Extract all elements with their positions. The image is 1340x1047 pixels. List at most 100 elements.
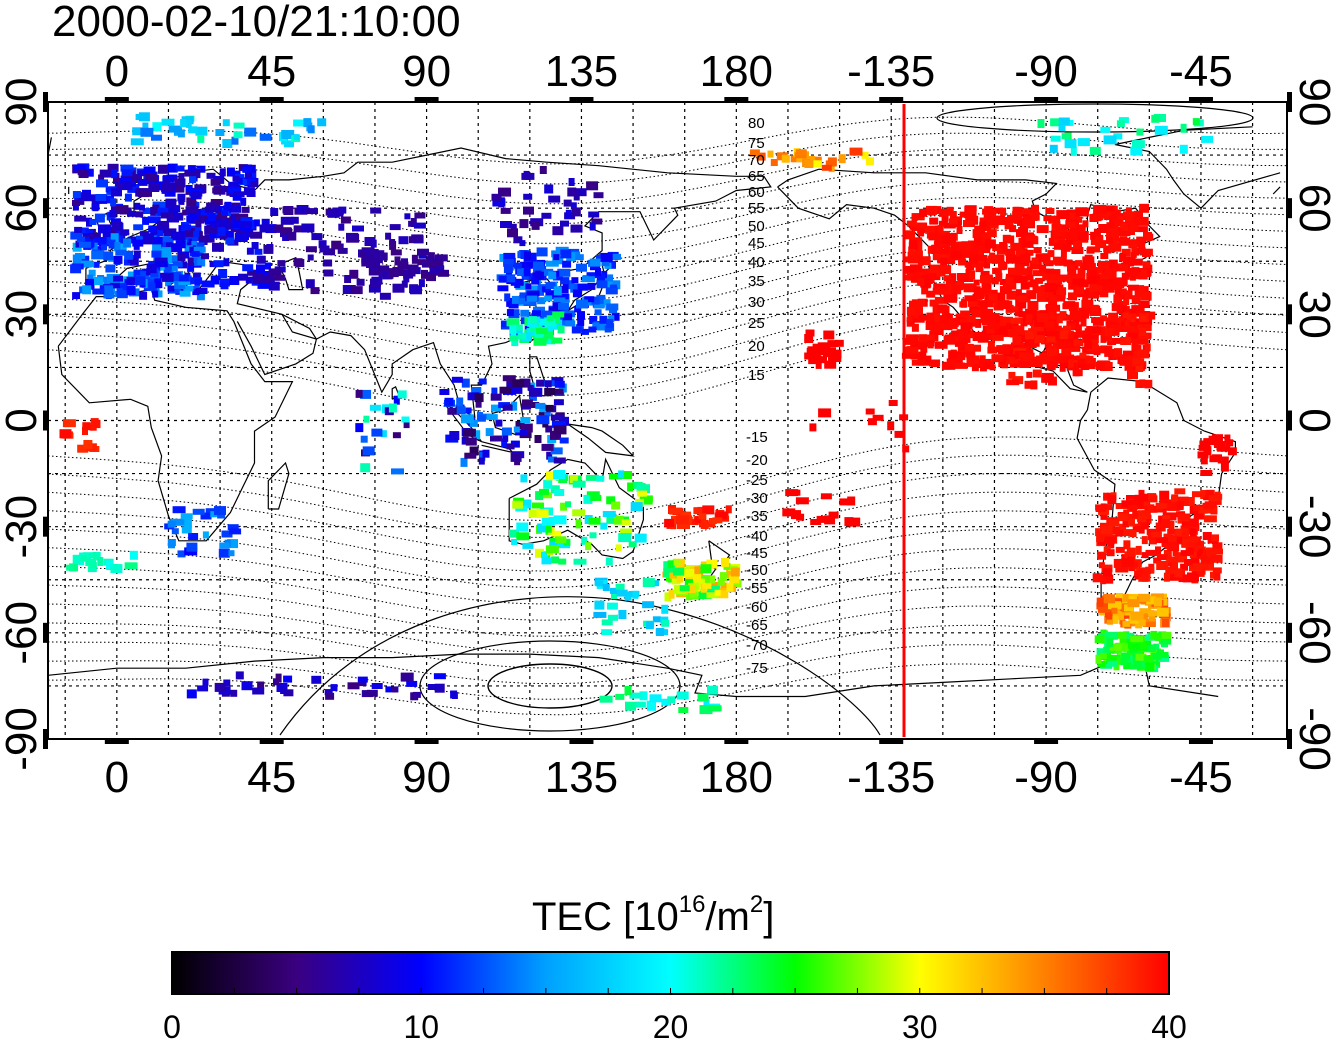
tec-cell <box>1131 305 1141 312</box>
tec-cell <box>693 574 702 582</box>
tec-cell <box>668 589 675 599</box>
tec-cell <box>433 673 446 680</box>
tec-cell <box>460 457 468 467</box>
tec-cell <box>1104 348 1117 357</box>
tec-cell <box>1153 643 1160 650</box>
tec-cell <box>1165 560 1172 567</box>
tec-cell <box>937 304 948 314</box>
tec-cell <box>677 523 690 529</box>
tec-cell <box>1064 139 1077 149</box>
tec-cell <box>601 629 613 636</box>
tec-cell <box>1106 617 1113 625</box>
tec-cell <box>1185 542 1199 552</box>
tec-cell <box>1046 347 1057 356</box>
tec-cell <box>214 506 226 516</box>
tec-cell <box>133 250 141 259</box>
tec-cell <box>280 216 294 225</box>
tec-cell <box>102 195 114 204</box>
tec-cell <box>977 258 989 268</box>
tec-cell <box>210 178 221 186</box>
tec-cell <box>413 222 426 229</box>
tec-cell <box>1088 292 1099 299</box>
tec-cell <box>1140 315 1147 322</box>
tec-cell <box>709 582 721 588</box>
tec-cell <box>1071 247 1084 254</box>
tec-cell <box>982 300 994 308</box>
tec-cell <box>1097 551 1107 560</box>
tec-cell <box>121 169 133 177</box>
tec-cell <box>1116 593 1123 602</box>
tec-cell <box>1010 306 1019 313</box>
tec-cell <box>1048 311 1055 320</box>
tec-cell <box>1134 570 1144 577</box>
tec-cell <box>1112 227 1126 236</box>
tec-cell <box>1126 258 1134 267</box>
tec-cell <box>325 692 335 700</box>
tec-cell <box>195 219 202 228</box>
tec-cell <box>1128 504 1138 512</box>
tec-cell <box>1120 337 1132 345</box>
frame-tick <box>1034 97 1059 102</box>
tec-cell <box>563 538 571 546</box>
tec-cell <box>539 488 549 495</box>
tec-cell <box>245 276 257 284</box>
tec-cell <box>1138 301 1150 308</box>
tec-cell <box>1190 554 1200 564</box>
tec-cell <box>1032 369 1042 378</box>
tec-cell <box>592 322 600 329</box>
tec-cell <box>498 187 511 197</box>
tec-cell <box>1129 215 1137 224</box>
tec-cell <box>81 255 90 262</box>
tec-cell <box>218 269 228 278</box>
tec-cell <box>606 602 618 610</box>
tec-cell <box>811 353 819 360</box>
tec-cell <box>597 323 609 331</box>
tec-cell <box>1123 299 1130 305</box>
tec-cell <box>560 220 569 227</box>
tec-cell <box>1189 518 1199 528</box>
tec-cell <box>1122 326 1136 332</box>
tec-cell <box>338 223 345 231</box>
tec-cell <box>1000 316 1013 326</box>
tec-cell <box>553 515 567 525</box>
tec-cell <box>1079 352 1087 359</box>
tec-cell <box>1102 568 1112 577</box>
tec-cell <box>215 206 226 213</box>
tec-cell <box>140 271 147 278</box>
tec-cell <box>411 254 418 264</box>
tec-cell <box>1113 610 1124 620</box>
tec-cell <box>186 197 197 207</box>
tec-cell <box>451 692 458 699</box>
tec-cell <box>319 245 330 253</box>
tec-cell <box>959 211 967 218</box>
tec-cell <box>510 440 520 448</box>
tec-cell <box>126 286 136 295</box>
tec-cell <box>554 380 565 388</box>
tec-cell <box>403 269 414 279</box>
tec-cell <box>608 614 618 621</box>
tec-cell <box>1100 253 1109 259</box>
tec-cell <box>1028 211 1040 221</box>
tec-cell <box>1084 263 1096 271</box>
tec-cell <box>559 421 566 430</box>
axis-tick-label: 135 <box>545 753 618 802</box>
frame-tick <box>1188 739 1213 744</box>
tec-cell <box>729 575 740 584</box>
tec-cell <box>456 406 466 415</box>
tec-cell <box>195 208 204 216</box>
tec-cell <box>1032 283 1039 290</box>
contour-ellipse <box>936 103 1254 133</box>
tec-cell <box>935 319 947 328</box>
tec-cell <box>1193 505 1201 512</box>
tec-cell <box>1140 568 1152 574</box>
tec-cell <box>963 283 977 293</box>
tec-cell <box>1100 525 1113 534</box>
tec-cell <box>77 236 85 243</box>
tec-cell <box>1174 536 1183 543</box>
tec-cell <box>1100 224 1112 233</box>
tec-cell <box>152 290 159 298</box>
tec-cell <box>987 323 1000 329</box>
tec-cell <box>515 281 529 290</box>
tec-cell <box>934 313 940 322</box>
